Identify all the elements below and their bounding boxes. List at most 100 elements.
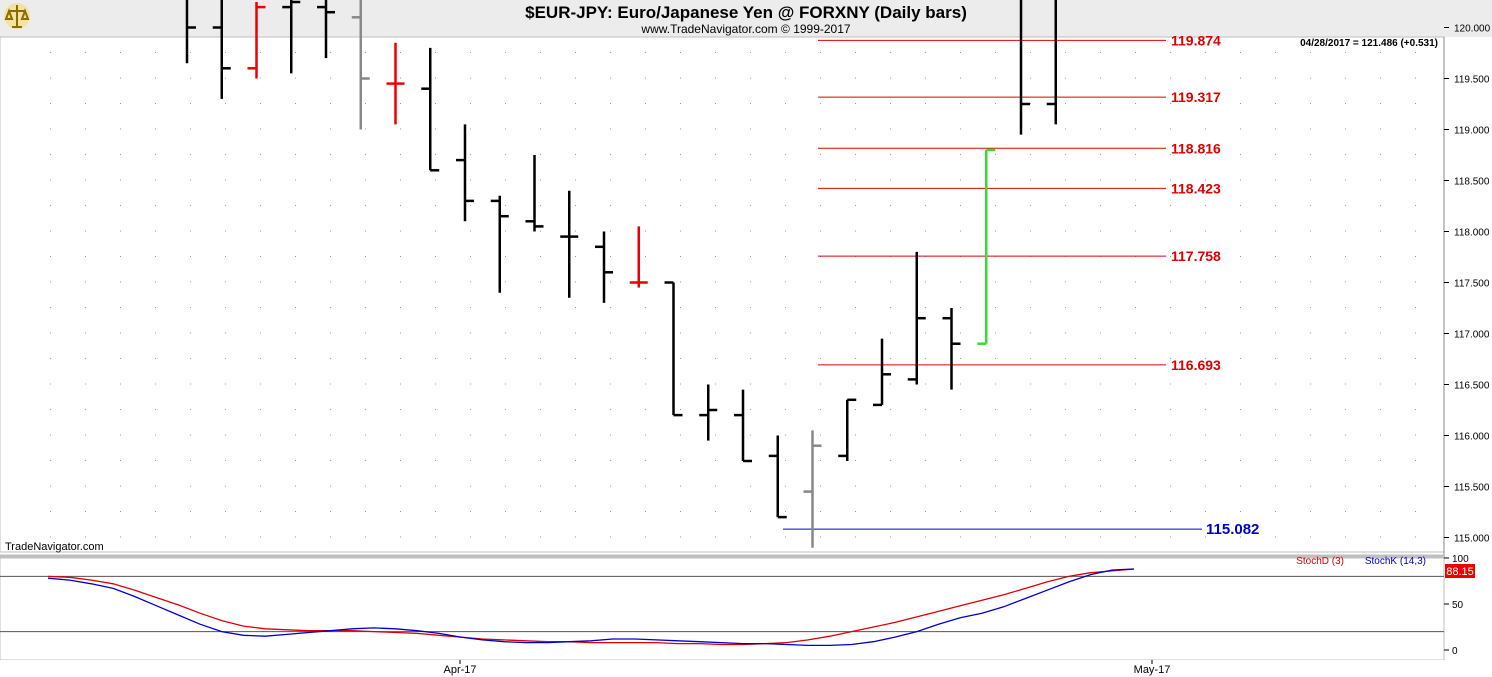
grid-dot bbox=[575, 307, 576, 308]
grid-dot bbox=[995, 332, 996, 334]
grid-dot bbox=[470, 485, 471, 487]
grid-dot bbox=[50, 103, 51, 104]
grid-dot bbox=[400, 485, 401, 487]
grid-dot bbox=[1240, 536, 1241, 538]
grid-dot bbox=[120, 332, 121, 334]
grid-dot bbox=[1380, 332, 1381, 334]
grid-dot bbox=[575, 485, 576, 487]
grid-dot bbox=[470, 358, 471, 359]
grid-dot bbox=[785, 154, 786, 155]
grid-dot bbox=[470, 281, 471, 283]
grid-dot bbox=[1030, 434, 1031, 436]
grid-dot bbox=[1415, 281, 1416, 283]
grid-dot bbox=[785, 179, 786, 181]
grid-dot bbox=[50, 281, 51, 283]
grid-dot bbox=[365, 230, 366, 232]
grid-dot bbox=[610, 205, 611, 206]
grid-dot bbox=[260, 358, 261, 359]
grid-dot bbox=[400, 460, 401, 461]
grid-dot bbox=[785, 103, 786, 104]
grid-dot bbox=[260, 434, 261, 436]
grid-dot bbox=[225, 460, 226, 461]
grid-dot bbox=[85, 409, 86, 410]
grid-dot bbox=[435, 52, 436, 53]
ohlc-bar bbox=[1046, 0, 1057, 125]
grid-dot bbox=[400, 281, 401, 283]
grid-dot bbox=[540, 281, 541, 283]
grid-dot bbox=[155, 256, 156, 257]
grid-dot bbox=[295, 179, 296, 181]
grid-dot bbox=[260, 511, 261, 512]
stoch-tick-label: 100 bbox=[1452, 554, 1469, 565]
grid-dot bbox=[1275, 485, 1276, 487]
grid-dot bbox=[715, 256, 716, 257]
grid-dot bbox=[645, 205, 646, 206]
grid-dot bbox=[470, 307, 471, 308]
grid-dot bbox=[120, 307, 121, 308]
grid-dot bbox=[575, 179, 576, 181]
grid-dot bbox=[855, 358, 856, 359]
grid-dot bbox=[925, 460, 926, 461]
grid-dot bbox=[400, 256, 401, 257]
grid-dot bbox=[1065, 434, 1066, 436]
grid-dot bbox=[785, 128, 786, 130]
grid-dot bbox=[505, 536, 506, 538]
grid-dot bbox=[1100, 205, 1101, 206]
grid-dot bbox=[190, 281, 191, 283]
grid-dot bbox=[190, 128, 191, 130]
grid-dot bbox=[260, 281, 261, 283]
grid-dot bbox=[505, 460, 506, 461]
grid-dot bbox=[1275, 383, 1276, 385]
grid-dot bbox=[1310, 103, 1311, 104]
grid-dot bbox=[925, 154, 926, 155]
grid-dot bbox=[225, 536, 226, 538]
grid-dot bbox=[1030, 205, 1031, 206]
grid-dot bbox=[575, 103, 576, 104]
grid-dot bbox=[750, 205, 751, 206]
grid-dot bbox=[50, 307, 51, 308]
grid-dot bbox=[400, 205, 401, 206]
grid-dot bbox=[50, 536, 51, 538]
grid-dot bbox=[995, 205, 996, 206]
grid-dot bbox=[995, 511, 996, 512]
grid-dot bbox=[155, 383, 156, 385]
grid-dot bbox=[190, 230, 191, 232]
price-tick-label: 119.000 bbox=[1454, 126, 1490, 137]
grid-dot bbox=[505, 332, 506, 334]
grid-dot bbox=[1380, 383, 1381, 385]
grid-dot bbox=[155, 128, 156, 130]
grid-dot bbox=[1100, 103, 1101, 104]
price-axis-area bbox=[1444, 37, 1492, 552]
grid-dot bbox=[925, 434, 926, 436]
title-bar bbox=[0, 0, 1492, 37]
grid-dot bbox=[85, 511, 86, 512]
grid-dot bbox=[645, 128, 646, 130]
grid-dot bbox=[1205, 536, 1206, 538]
level-lines: 124.496124.334123.328123.187122.638122.0… bbox=[783, 32, 1259, 538]
grid-dot bbox=[750, 52, 751, 53]
grid-dot bbox=[85, 77, 86, 79]
grid-dot bbox=[1275, 434, 1276, 436]
grid-dot bbox=[855, 205, 856, 206]
ohlc-bar bbox=[282, 0, 301, 74]
grid-dot bbox=[715, 332, 716, 334]
grid-dot bbox=[190, 154, 191, 155]
grid-dot bbox=[1100, 52, 1101, 53]
grid-dot bbox=[1240, 409, 1241, 410]
grid-dot bbox=[365, 409, 366, 410]
grid-dot bbox=[715, 434, 716, 436]
grid-dot bbox=[260, 332, 261, 334]
grid-dot bbox=[855, 77, 856, 79]
grid-dot bbox=[295, 485, 296, 487]
grid-dot bbox=[1170, 281, 1171, 283]
grid-dot bbox=[785, 460, 786, 461]
grid-dot bbox=[995, 128, 996, 130]
grid-dot bbox=[50, 154, 51, 155]
grid-dot bbox=[1135, 128, 1136, 130]
grid-dot bbox=[960, 536, 961, 538]
grid-dot bbox=[610, 358, 611, 359]
stoch-axis-ticks: 100 50 0 bbox=[1444, 554, 1469, 657]
ohlc-bar bbox=[838, 398, 857, 461]
grid-dot bbox=[295, 128, 296, 130]
grid-dot bbox=[120, 409, 121, 410]
